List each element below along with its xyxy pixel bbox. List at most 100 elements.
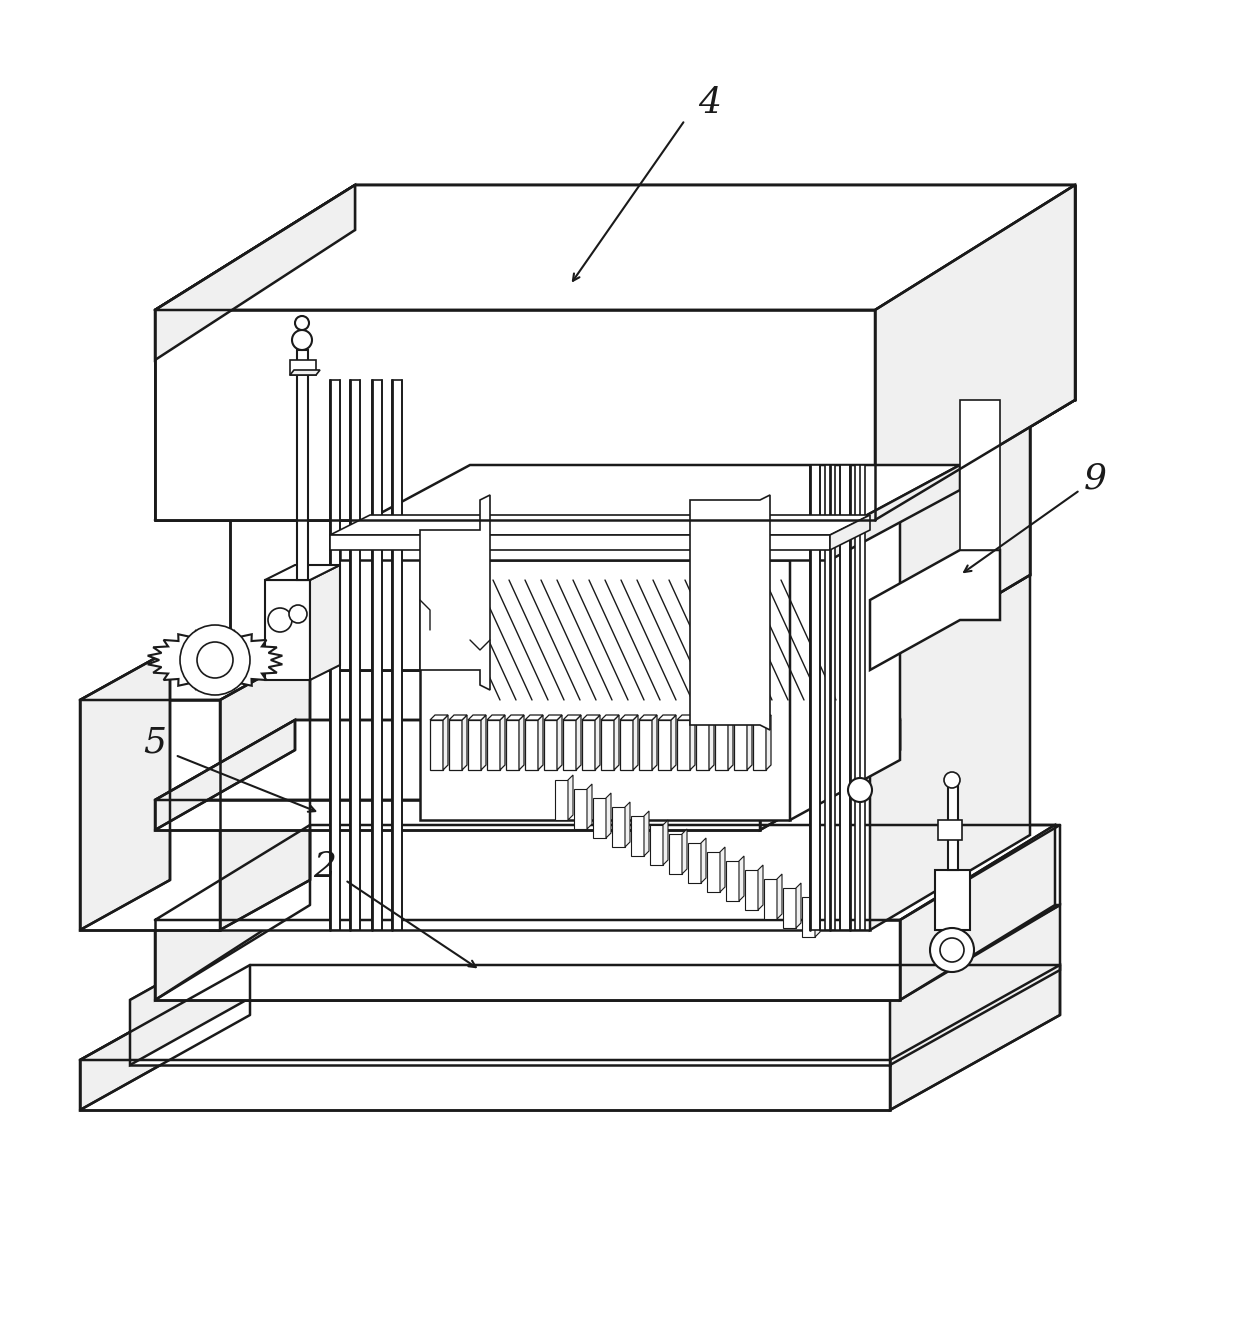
- Text: 4: 4: [698, 86, 722, 121]
- Polygon shape: [682, 829, 687, 874]
- Polygon shape: [350, 381, 360, 930]
- Polygon shape: [449, 720, 463, 770]
- Text: 9: 9: [1084, 461, 1106, 494]
- Polygon shape: [148, 630, 283, 690]
- Polygon shape: [688, 843, 701, 883]
- Polygon shape: [290, 360, 316, 375]
- Polygon shape: [574, 789, 587, 829]
- Polygon shape: [593, 799, 606, 838]
- Polygon shape: [937, 820, 962, 840]
- Polygon shape: [900, 825, 1055, 1000]
- Polygon shape: [463, 716, 467, 770]
- Polygon shape: [506, 720, 520, 770]
- Polygon shape: [155, 720, 900, 800]
- Polygon shape: [582, 716, 600, 720]
- Polygon shape: [81, 650, 310, 699]
- Polygon shape: [81, 965, 250, 1110]
- Polygon shape: [601, 716, 619, 720]
- Polygon shape: [696, 720, 709, 770]
- Polygon shape: [766, 716, 771, 770]
- Polygon shape: [734, 716, 751, 720]
- Circle shape: [930, 929, 973, 971]
- Polygon shape: [449, 716, 467, 720]
- Polygon shape: [870, 549, 999, 670]
- Polygon shape: [330, 515, 870, 535]
- Polygon shape: [830, 465, 960, 560]
- Polygon shape: [330, 381, 340, 930]
- Polygon shape: [372, 381, 382, 930]
- Polygon shape: [155, 720, 295, 829]
- Polygon shape: [631, 816, 644, 856]
- Polygon shape: [658, 716, 676, 720]
- Polygon shape: [625, 803, 630, 847]
- Polygon shape: [467, 720, 481, 770]
- Circle shape: [944, 772, 960, 788]
- Circle shape: [848, 779, 872, 803]
- Polygon shape: [802, 896, 815, 937]
- Polygon shape: [155, 825, 310, 1000]
- Polygon shape: [500, 716, 505, 770]
- Polygon shape: [620, 720, 632, 770]
- Polygon shape: [210, 575, 370, 730]
- Polygon shape: [870, 575, 1030, 930]
- Polygon shape: [613, 807, 625, 847]
- Polygon shape: [728, 716, 733, 770]
- Circle shape: [940, 938, 963, 962]
- Polygon shape: [420, 500, 900, 560]
- Polygon shape: [229, 520, 870, 670]
- Polygon shape: [520, 716, 525, 770]
- Polygon shape: [155, 921, 900, 1000]
- Polygon shape: [155, 185, 1075, 310]
- Polygon shape: [544, 720, 557, 770]
- Polygon shape: [210, 575, 1030, 670]
- Polygon shape: [663, 820, 668, 866]
- Polygon shape: [875, 185, 1075, 520]
- Polygon shape: [155, 800, 760, 829]
- Polygon shape: [652, 716, 657, 770]
- Polygon shape: [815, 892, 820, 937]
- Polygon shape: [81, 965, 1060, 1060]
- Polygon shape: [430, 720, 443, 770]
- Polygon shape: [130, 905, 300, 1065]
- Circle shape: [180, 624, 250, 695]
- Polygon shape: [632, 716, 639, 770]
- Polygon shape: [557, 716, 562, 770]
- Polygon shape: [340, 465, 960, 535]
- Polygon shape: [155, 310, 875, 520]
- Polygon shape: [725, 862, 739, 900]
- Polygon shape: [298, 350, 308, 580]
- Polygon shape: [563, 720, 577, 770]
- Polygon shape: [290, 370, 320, 375]
- Polygon shape: [130, 905, 1060, 1000]
- Polygon shape: [525, 720, 538, 770]
- Polygon shape: [219, 650, 310, 930]
- Polygon shape: [790, 500, 900, 820]
- Polygon shape: [745, 870, 758, 910]
- Polygon shape: [760, 720, 900, 829]
- Polygon shape: [825, 465, 835, 930]
- Polygon shape: [830, 515, 870, 549]
- Polygon shape: [582, 720, 595, 770]
- Polygon shape: [839, 465, 849, 930]
- Polygon shape: [81, 650, 170, 930]
- Polygon shape: [701, 838, 706, 883]
- Polygon shape: [525, 716, 543, 720]
- Circle shape: [268, 608, 291, 632]
- Polygon shape: [739, 856, 744, 900]
- Polygon shape: [563, 716, 582, 720]
- Text: 2: 2: [314, 850, 336, 884]
- Polygon shape: [420, 494, 490, 690]
- Polygon shape: [487, 720, 500, 770]
- Polygon shape: [310, 565, 340, 679]
- Polygon shape: [715, 716, 733, 720]
- Polygon shape: [568, 775, 573, 820]
- Polygon shape: [155, 185, 355, 360]
- Polygon shape: [265, 565, 340, 580]
- Polygon shape: [443, 716, 448, 770]
- Polygon shape: [538, 716, 543, 770]
- Polygon shape: [689, 716, 694, 770]
- Polygon shape: [758, 866, 763, 910]
- Polygon shape: [715, 720, 728, 770]
- Polygon shape: [689, 494, 770, 730]
- Polygon shape: [777, 874, 782, 919]
